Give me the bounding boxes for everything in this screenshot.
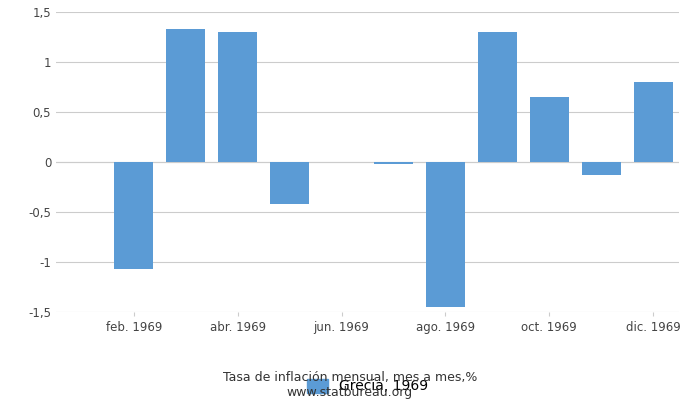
Text: Tasa de inflación mensual, mes a mes,%: Tasa de inflación mensual, mes a mes,%	[223, 372, 477, 384]
Bar	[530, 97, 568, 162]
Bar	[582, 162, 621, 175]
Bar	[167, 29, 205, 162]
Bar	[374, 162, 413, 164]
Bar	[270, 162, 309, 204]
Bar	[426, 162, 465, 307]
Bar	[478, 32, 517, 162]
Text: www.statbureau.org: www.statbureau.org	[287, 386, 413, 399]
Bar	[634, 82, 673, 162]
Bar	[218, 32, 257, 162]
Legend: Grecia, 1969: Grecia, 1969	[302, 373, 433, 399]
Bar	[114, 162, 153, 269]
